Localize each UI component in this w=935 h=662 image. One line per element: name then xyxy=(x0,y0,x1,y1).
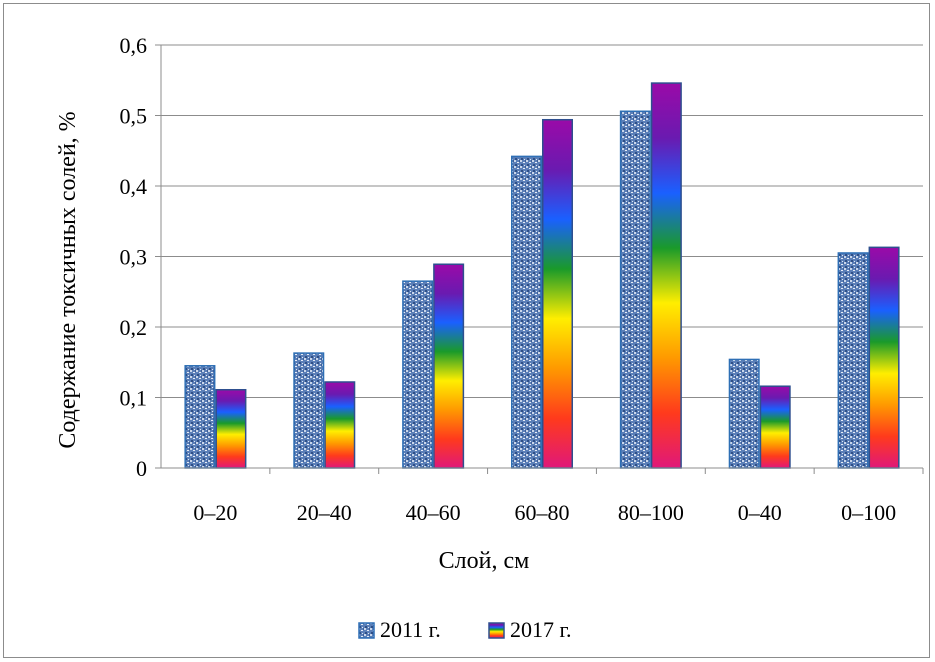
tick-labels: 0 0,1 0,2 0,3 0,4 0,5 0,6 0–20 20–40 40–60 60–80 80… xyxy=(120,33,897,525)
chart-svg: 0 0,1 0,2 0,3 0,4 0,5 0,6 0–20 20–40 40–60 60–80 80… xyxy=(55,33,924,642)
x-tick-label: 40–60 xyxy=(406,500,461,525)
bar-2011-0 xyxy=(184,365,216,469)
bar-2011-5 xyxy=(728,358,760,469)
axes xyxy=(160,45,924,474)
legend-swatch-2011 xyxy=(358,622,375,639)
x-tick-label: 80–100 xyxy=(618,500,684,525)
x-tick-label: 0–100 xyxy=(841,500,896,525)
bar-2017-4 xyxy=(650,82,682,469)
bar-2017-3 xyxy=(542,118,573,469)
x-tick-label: 0–20 xyxy=(193,500,237,525)
y-tick-label: 0,6 xyxy=(120,33,148,58)
bar-2017-5 xyxy=(759,385,791,469)
y-tick-label: 0,3 xyxy=(120,245,148,270)
x-tick-label: 0–40 xyxy=(738,500,782,525)
bar-2017-2 xyxy=(433,263,465,469)
y-tick-label: 0,2 xyxy=(120,315,148,340)
bar-2011-6 xyxy=(837,252,869,469)
y-tick-label: 0,1 xyxy=(120,386,148,411)
bar-2017-0 xyxy=(215,388,247,469)
y-tick-label: 0,5 xyxy=(120,104,148,129)
legend-label-2011: 2011 г. xyxy=(380,617,441,642)
x-tick-label: 20–40 xyxy=(297,500,352,525)
y-tick-label: 0 xyxy=(136,456,147,481)
bar-2011-3 xyxy=(511,155,542,469)
x-axis-title: Слой, см xyxy=(439,548,530,574)
bar-2011-2 xyxy=(402,280,434,469)
chart-frame: 0 0,1 0,2 0,3 0,4 0,5 0,6 0–20 20–40 40–60 60–80 80… xyxy=(3,3,930,658)
legend-swatch-2017 xyxy=(488,622,505,639)
y-tick-label: 0,4 xyxy=(120,174,148,199)
legend: 2011 г. 2017 г. xyxy=(358,617,572,642)
bar-2011-4 xyxy=(619,110,651,469)
y-axis-title: Содержание токсичных солей, % xyxy=(55,111,81,448)
bar-2017-1 xyxy=(324,381,356,469)
x-tick-label: 60–80 xyxy=(515,500,570,525)
bars xyxy=(184,82,900,469)
bar-2011-1 xyxy=(293,352,325,469)
legend-label-2017: 2017 г. xyxy=(510,617,572,642)
bar-2017-6 xyxy=(868,246,900,469)
